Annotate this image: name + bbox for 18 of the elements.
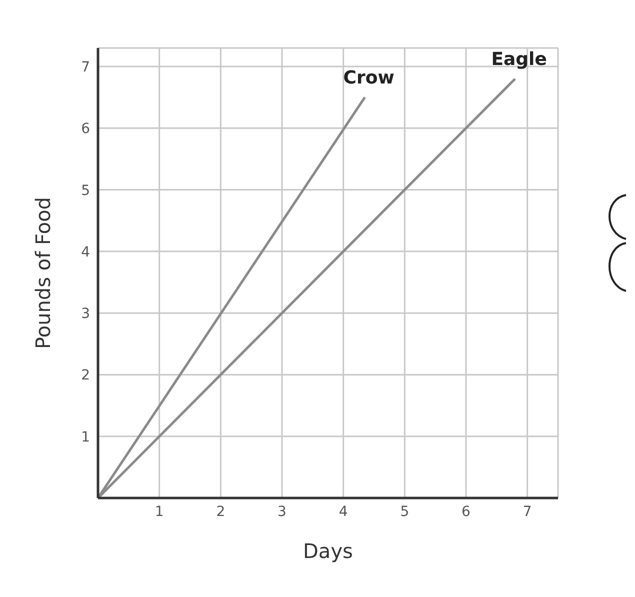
x-tick-label: 7	[522, 504, 532, 520]
y-tick-label: 4	[81, 244, 90, 260]
y-axis-title: Pounds of Food	[31, 196, 56, 350]
x-tick-label: 6	[462, 504, 471, 520]
x-tick-label: 4	[338, 504, 348, 520]
x-tick-label: 1	[154, 504, 164, 520]
series-label: Crow	[343, 67, 394, 88]
y-tick-label: 6	[81, 121, 90, 138]
y-tick-label: 3	[81, 306, 90, 322]
x-tick-label: 3	[278, 504, 286, 520]
x-axis-title: Days	[303, 539, 353, 563]
y-tick-label: 7	[81, 59, 90, 76]
y-tick-label: 5	[81, 182, 90, 199]
y-tick-label: 1	[81, 429, 90, 446]
x-tick-label: 2	[216, 504, 226, 520]
y-tick-label: 2	[81, 368, 90, 384]
x-tick-label: 5	[400, 504, 410, 520]
series-label: Eagle	[491, 48, 547, 70]
